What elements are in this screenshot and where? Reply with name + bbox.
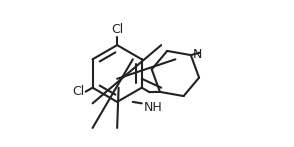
Text: N: N: [193, 48, 202, 61]
Text: NH: NH: [144, 101, 163, 114]
Text: Cl: Cl: [111, 23, 123, 36]
Text: Cl: Cl: [73, 85, 85, 98]
